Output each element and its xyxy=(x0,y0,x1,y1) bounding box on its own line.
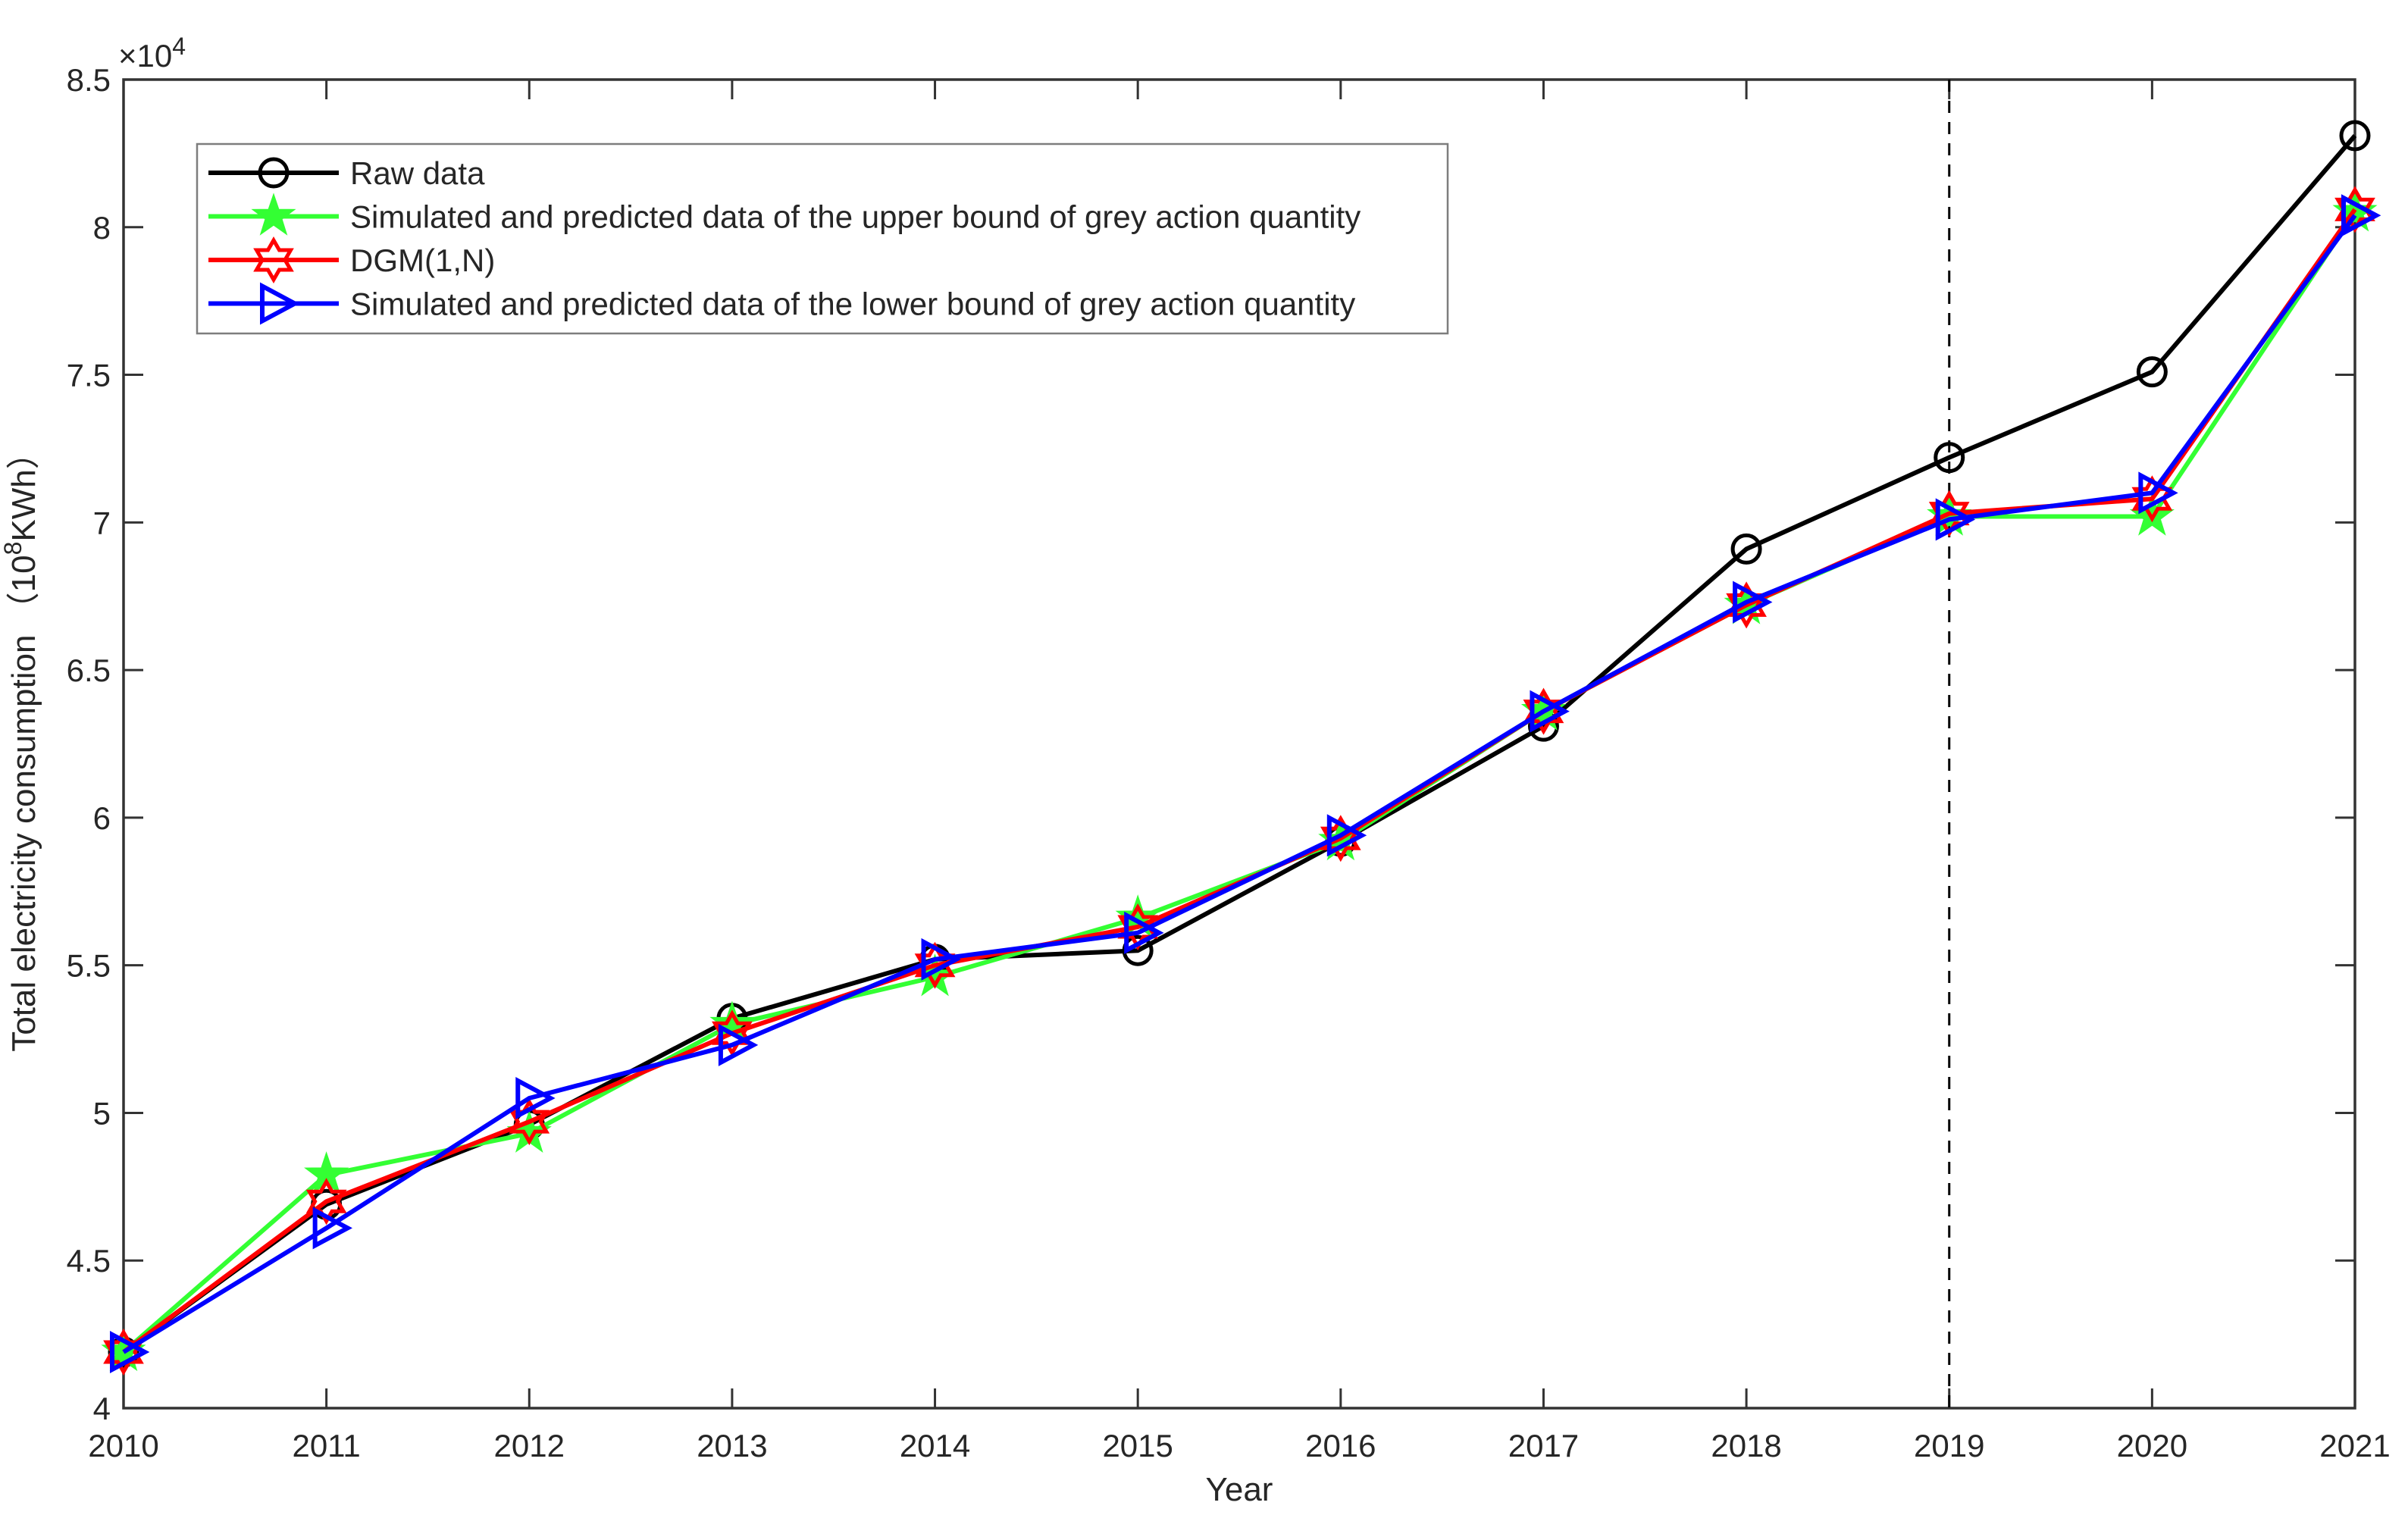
y-axis-exponent: ×104 xyxy=(118,33,186,74)
series-line-simulated-and-predicted-data-of-the-lowe xyxy=(122,214,2357,1354)
legend-label: Simulated and predicted data of the uppe… xyxy=(350,199,1361,235)
hexagram-marker xyxy=(712,1009,753,1057)
x-tick-label-2014: 2014 xyxy=(900,1428,970,1463)
x-tick-label-2011: 2011 xyxy=(292,1428,360,1463)
legend: Raw data Simulated and predicted data of … xyxy=(196,142,1449,335)
triangle-right-marker xyxy=(1326,814,1367,857)
star-marker xyxy=(251,193,296,236)
x-tick-label-2015: 2015 xyxy=(1102,1428,1173,1463)
triangle-right-marker xyxy=(1124,911,1164,954)
y-tick-label-6.5: 6.5 xyxy=(67,653,111,688)
y-tick-label-5: 5 xyxy=(93,1095,111,1131)
triangle-right-marker xyxy=(921,937,961,981)
triangle-right-marker xyxy=(260,282,300,325)
circle-marker xyxy=(2136,356,2168,388)
legend-item-2: DGM(1,N) xyxy=(208,236,495,284)
plot-border xyxy=(122,78,2356,1410)
x-axis-title: Year xyxy=(1206,1471,1273,1508)
x-tick-label-2018: 2018 xyxy=(1711,1428,1781,1463)
legend-label: Simulated and predicted data of the lowe… xyxy=(350,286,1355,322)
hexagram-marker xyxy=(305,1178,347,1225)
y-tick-label-5.5: 5.5 xyxy=(67,948,111,984)
triangle-right-marker xyxy=(110,1330,150,1373)
y-axis-title: Total electricity consumption （108KWh） xyxy=(0,436,42,1052)
circle-marker xyxy=(1730,533,1762,565)
y-tick-label-8.5: 8.5 xyxy=(67,62,111,98)
y-tick-label-6: 6 xyxy=(93,800,111,836)
triangle-right-marker xyxy=(1733,581,1773,624)
x-axis: 2010 2011 2012 2013 2014 2015 2016 2017 2018 2019… xyxy=(88,80,2391,1463)
hexagram-marker xyxy=(509,1098,550,1146)
series-line-dgm-1-n xyxy=(122,208,2357,1354)
legend-item-0: Raw data xyxy=(208,155,485,191)
x-tick-label-2021: 2021 xyxy=(2319,1428,2390,1463)
y-tick-label-8: 8 xyxy=(93,210,111,246)
circle-marker xyxy=(1934,442,1965,474)
legend-label: DGM(1,N) xyxy=(350,243,495,278)
x-tick-label-2013: 2013 xyxy=(697,1428,767,1463)
y-tick-label-4: 4 xyxy=(93,1391,111,1426)
legend-label: Raw data xyxy=(350,155,485,191)
series-dgm-1-n xyxy=(103,186,2375,1376)
legend-item-1: Simulated and predicted data of the uppe… xyxy=(208,193,1361,236)
x-tick-label-2017: 2017 xyxy=(1508,1428,1579,1463)
triangle-right-marker xyxy=(2138,471,2178,515)
series-line-simulated-and-predicted-data-of-the-uppe xyxy=(122,211,2357,1354)
x-tick-label-2010: 2010 xyxy=(88,1428,158,1463)
circle-marker xyxy=(258,157,290,189)
triangle-right-marker xyxy=(1935,498,1976,541)
triangle-right-marker xyxy=(1530,690,1570,733)
series-simulated-and-predicted-data-of-the-uppe xyxy=(101,189,2378,1372)
circle-marker xyxy=(2339,120,2371,152)
hexagram-marker xyxy=(1320,815,1361,862)
hexagram-marker xyxy=(253,236,294,284)
y-tick-label-7: 7 xyxy=(93,505,111,540)
x-tick-label-2012: 2012 xyxy=(494,1428,565,1463)
y-axis: 4 4.5 5 5.5 6 6.5 7 7.5 8 8.5 xyxy=(67,62,2355,1426)
y-tick-label-4.5: 4.5 xyxy=(67,1243,111,1279)
triangle-right-marker xyxy=(515,1076,556,1119)
x-tick-label-2016: 2016 xyxy=(1305,1428,1376,1463)
legend-box xyxy=(196,142,1449,335)
x-tick-label-2019: 2019 xyxy=(1914,1428,1984,1463)
series-simulated-and-predicted-data-of-the-lowe xyxy=(110,194,2381,1373)
triangle-right-marker xyxy=(2341,194,2381,237)
triangle-right-marker xyxy=(718,1023,759,1066)
triangle-right-marker xyxy=(312,1207,352,1250)
x-tick-label-2020: 2020 xyxy=(2117,1428,2187,1463)
y-tick-label-7.5: 7.5 xyxy=(67,358,111,393)
series-line-raw-data xyxy=(122,134,2357,1354)
legend-item-3: Simulated and predicted data of the lowe… xyxy=(208,282,1355,325)
